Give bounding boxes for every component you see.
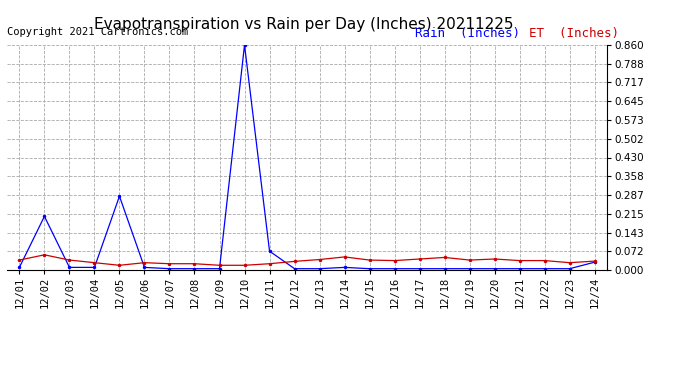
Text: Evapotranspiration vs Rain per Day (Inches) 20211225: Evapotranspiration vs Rain per Day (Inch… xyxy=(94,17,513,32)
Text: Rain  (Inches): Rain (Inches) xyxy=(415,27,520,40)
Text: Copyright 2021 Cartronics.com: Copyright 2021 Cartronics.com xyxy=(7,27,188,37)
Text: ET  (Inches): ET (Inches) xyxy=(529,27,619,40)
